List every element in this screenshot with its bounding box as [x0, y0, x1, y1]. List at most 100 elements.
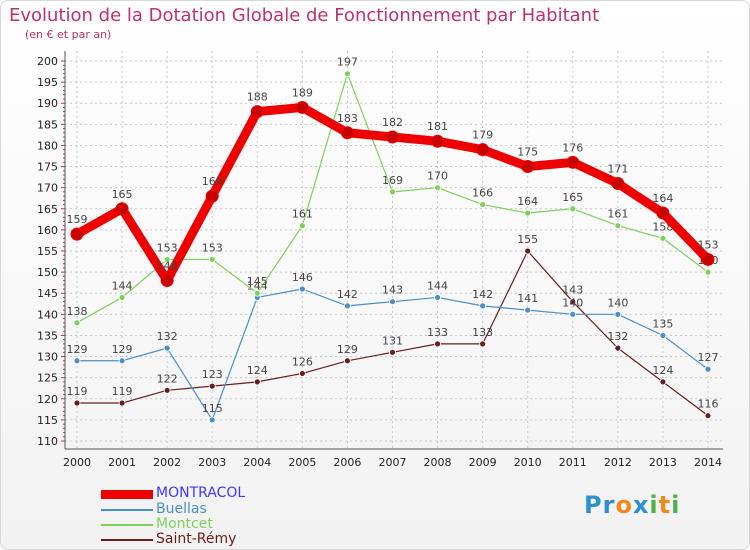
data-point-montracol — [701, 252, 715, 266]
data-label-buellas: 140 — [562, 296, 583, 309]
logo-letter: t — [658, 491, 672, 519]
data-label-saint-r-my: 133 — [472, 326, 493, 339]
data-point-montracol — [250, 105, 264, 119]
x-tick-label: 2013 — [649, 456, 677, 469]
data-point-montracol — [611, 176, 625, 190]
legend-swatch — [101, 489, 153, 499]
data-label-montcet: 161 — [607, 208, 628, 221]
data-label-saint-r-my: 133 — [427, 326, 448, 339]
data-label-montracol: 176 — [562, 141, 583, 154]
x-tick-label: 2005 — [288, 456, 316, 469]
data-label-buellas: 144 — [427, 279, 448, 292]
data-point-saint-r-my — [298, 370, 306, 377]
y-tick-label: 165 — [37, 203, 58, 216]
data-label-saint-r-my: 129 — [337, 343, 358, 356]
y-tick-label: 120 — [37, 393, 58, 406]
data-point-montracol — [115, 202, 129, 216]
y-tick-label: 130 — [37, 351, 58, 364]
logo-letter: i — [671, 491, 681, 519]
data-point-montracol — [521, 160, 535, 174]
data-point-montcet — [163, 256, 171, 263]
data-label-buellas: 115 — [202, 402, 223, 415]
y-tick-label: 150 — [37, 266, 58, 279]
data-label-montcet: 169 — [382, 174, 403, 187]
y-tick-label: 125 — [37, 372, 58, 385]
data-label-montcet: 197 — [337, 56, 358, 69]
data-label-montracol: 175 — [517, 146, 538, 159]
logo-letter: i — [649, 491, 659, 519]
data-label-saint-r-my: 122 — [157, 372, 178, 385]
data-point-montracol — [431, 134, 445, 148]
x-tick-label: 2003 — [198, 456, 226, 469]
y-tick-label: 145 — [37, 287, 58, 300]
data-point-buellas — [118, 357, 126, 365]
data-point-saint-r-my — [614, 344, 622, 352]
data-point-montcet — [253, 289, 261, 297]
data-label-montracol: 181 — [427, 120, 448, 133]
data-point-montracol — [340, 126, 354, 140]
data-point-montcet — [118, 294, 126, 301]
data-point-saint-r-my — [434, 340, 441, 348]
data-point-saint-r-my — [704, 412, 712, 420]
x-tick-label: 2006 — [333, 456, 361, 469]
data-label-montracol: 148 — [157, 260, 178, 273]
logo-letter: P — [584, 491, 603, 519]
x-tick-label: 2014 — [694, 456, 722, 469]
data-label-buellas: 135 — [652, 317, 673, 330]
data-point-montracol — [656, 206, 670, 220]
y-tick-label: 110 — [37, 435, 58, 448]
data-label-montcet: 164 — [517, 195, 538, 208]
data-point-montcet — [73, 319, 81, 327]
proxiti-logo: Proxiti — [584, 491, 680, 519]
y-tick-label: 180 — [37, 139, 58, 152]
x-tick-label: 2000 — [63, 456, 91, 469]
data-point-montracol — [70, 227, 84, 241]
data-point-saint-r-my — [73, 399, 81, 407]
data-label-montracol: 182 — [382, 116, 403, 129]
data-point-buellas — [704, 365, 712, 373]
data-point-saint-r-my — [569, 298, 577, 306]
y-tick-label: 140 — [37, 308, 58, 321]
data-label-montracol: 164 — [652, 192, 673, 205]
y-tick-label: 170 — [37, 182, 58, 195]
y-tick-label: 190 — [37, 97, 58, 110]
data-label-montcet: 165 — [562, 191, 583, 204]
data-label-buellas: 140 — [607, 296, 628, 309]
data-point-montracol — [295, 100, 309, 114]
data-label-buellas: 143 — [382, 284, 403, 297]
data-point-saint-r-my — [163, 386, 171, 394]
data-point-saint-r-my — [118, 399, 126, 407]
data-point-saint-r-my — [344, 357, 351, 365]
y-tick-label: 200 — [37, 55, 58, 68]
data-point-montracol — [385, 130, 399, 144]
data-label-buellas: 141 — [517, 292, 538, 305]
data-point-montracol — [160, 274, 174, 288]
data-label-buellas: 129 — [67, 343, 88, 356]
data-label-montracol: 179 — [472, 129, 493, 142]
data-label-montracol: 183 — [337, 112, 358, 125]
data-point-montracol — [476, 143, 490, 157]
data-point-buellas — [479, 302, 487, 310]
data-label-montcet: 144 — [112, 279, 133, 292]
data-label-saint-r-my: 123 — [202, 368, 223, 381]
data-point-montcet — [614, 222, 622, 230]
data-point-montcet — [479, 201, 487, 208]
data-point-saint-r-my — [208, 382, 216, 390]
data-point-montcet — [208, 256, 216, 263]
x-tick-label: 2010 — [514, 456, 542, 469]
legend-swatch — [101, 509, 153, 511]
data-label-montcet: 153 — [202, 241, 223, 254]
legend-swatch — [101, 524, 153, 526]
x-tick-label: 2011 — [559, 456, 587, 469]
data-point-buellas — [298, 285, 306, 293]
data-label-montcet: 161 — [292, 208, 313, 221]
data-point-buellas — [208, 416, 216, 424]
data-point-saint-r-my — [659, 378, 667, 386]
x-tick-label: 2001 — [108, 456, 136, 469]
x-tick-label: 2002 — [153, 456, 181, 469]
legend-label: MONTRACOL — [156, 485, 246, 501]
data-point-montracol — [205, 189, 219, 203]
data-label-saint-r-my: 119 — [112, 385, 133, 398]
